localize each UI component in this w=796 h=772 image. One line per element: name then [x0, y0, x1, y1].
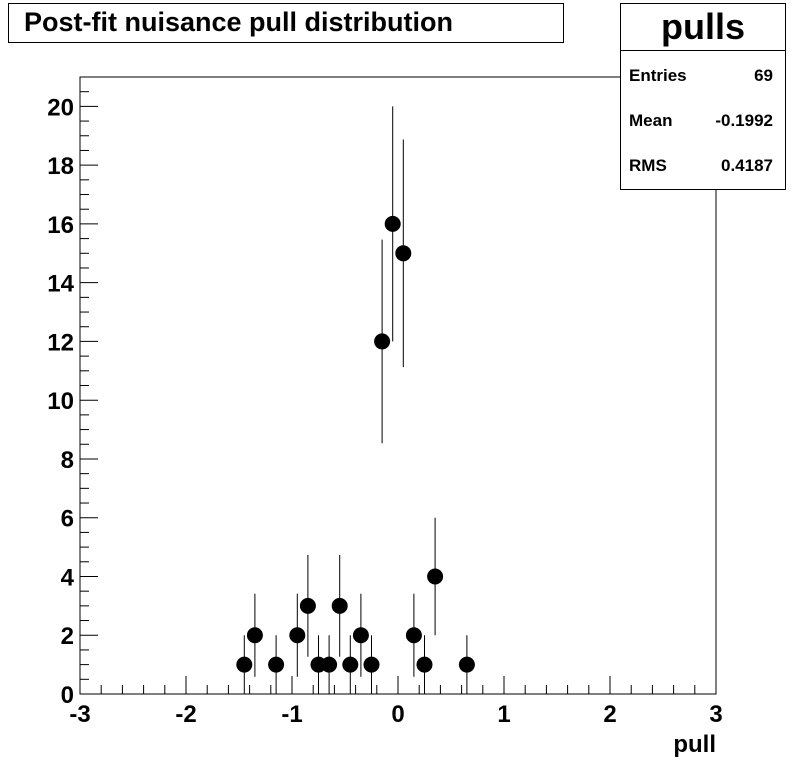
y-tick-label: 14	[47, 271, 74, 298]
y-tick-label: 4	[61, 564, 75, 591]
stat-row-mean: Mean -0.1992	[629, 111, 773, 135]
data-point	[427, 568, 444, 585]
data-point	[236, 656, 253, 673]
y-tick-label: 12	[47, 329, 74, 356]
title-box: Post-fit nuisance pull distribution	[8, 3, 564, 43]
x-tick-label: 1	[497, 701, 510, 728]
data-point	[289, 627, 306, 644]
data-point	[352, 627, 369, 644]
data-point	[299, 597, 316, 614]
data-point	[416, 656, 433, 673]
stat-row-entries: Entries 69	[629, 66, 773, 90]
data-point	[342, 656, 359, 673]
y-tick-label: 8	[61, 447, 74, 474]
x-tick-labels: -3 -2 -1 0 1 2 3	[69, 701, 722, 728]
stat-label: Mean	[629, 111, 673, 130]
y-tick-label: 20	[47, 94, 74, 121]
data-point	[395, 245, 412, 262]
data-point	[363, 656, 380, 673]
x-tick-label: 3	[709, 701, 722, 728]
y-tick-label: 2	[61, 623, 74, 650]
y-tick-label: 0	[61, 682, 74, 709]
chart-title: Post-fit nuisance pull distribution	[24, 7, 453, 37]
data-point	[246, 627, 263, 644]
y-tick-labels: 0 2 4 6 8 10 12 14 16 18 20	[47, 94, 74, 709]
stat-value: -0.1992	[715, 111, 773, 130]
data-points	[236, 215, 475, 673]
y-tick-label: 16	[47, 212, 74, 239]
stat-value: 0.4187	[721, 156, 773, 175]
stats-title: pulls	[621, 4, 785, 51]
data-point	[331, 597, 348, 614]
y-tick-label: 18	[47, 153, 74, 180]
axis-ticks	[79, 76, 717, 695]
error-bars	[243, 106, 468, 694]
stat-label: RMS	[629, 156, 667, 175]
x-tick-label: 0	[391, 701, 404, 728]
stat-value: 69	[754, 66, 773, 85]
data-point	[268, 656, 285, 673]
x-tick-label: -3	[69, 701, 90, 728]
y-tick-label: 6	[61, 506, 74, 533]
data-point	[405, 627, 422, 644]
data-point	[458, 656, 475, 673]
y-tick-label: 10	[47, 388, 74, 415]
data-point	[384, 215, 401, 232]
stat-row-rms: RMS 0.4187	[629, 156, 773, 180]
x-tick-label: -1	[281, 701, 302, 728]
x-tick-label: -2	[175, 701, 196, 728]
stats-box: pulls Entries 69 Mean -0.1992 RMS 0.4187	[620, 3, 786, 190]
data-point	[374, 333, 391, 350]
data-point	[321, 656, 338, 673]
stat-label: Entries	[629, 66, 687, 85]
x-tick-label: 2	[603, 701, 616, 728]
x-axis-title: pull	[673, 731, 716, 758]
